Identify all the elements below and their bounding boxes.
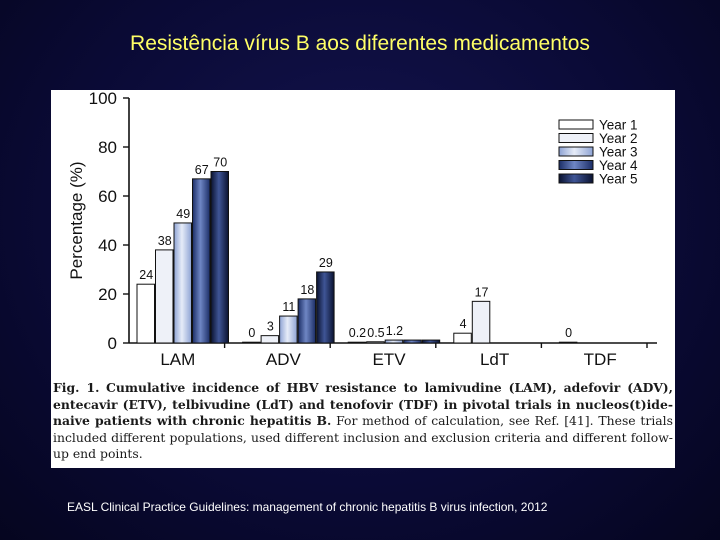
- bar-data-label: 0.5: [367, 326, 384, 340]
- x-tick-label: LAM: [160, 350, 195, 369]
- bar-data-label: 1.2: [386, 324, 403, 338]
- x-tick-label: ADV: [266, 350, 302, 369]
- bar-lam-1: [136, 283, 155, 344]
- legend-label: Year 3: [599, 145, 638, 160]
- bar-data-label: 11: [282, 300, 295, 314]
- legend-swatch: [558, 146, 594, 157]
- source-citation: EASL Clinical Practice Guidelines: manag…: [67, 500, 548, 514]
- bar-data-label: 24: [139, 268, 153, 282]
- y-tick-label: 0: [108, 334, 117, 353]
- figure-caption: Fig. 1. Cumulative incidence of HBV resi…: [53, 380, 673, 463]
- legend-swatch: [558, 160, 594, 170]
- bar-lam-4: [192, 178, 211, 344]
- bar-adv-1: [242, 341, 261, 344]
- legend-swatch: [558, 119, 594, 130]
- bar-data-label: 18: [300, 283, 314, 297]
- caption-text: For method of calculation, see Ref. [41]…: [53, 413, 673, 462]
- bar-etv-4: [403, 339, 422, 344]
- bar-data-label: 29: [319, 256, 333, 270]
- bar-ldt-2: [471, 300, 491, 344]
- bar-etv-1: [347, 341, 367, 344]
- legend-label: Year 4: [599, 158, 638, 173]
- bar-adv-2: [260, 335, 280, 344]
- bar-data-label: 67: [195, 163, 209, 177]
- x-tick-label: ETV: [372, 350, 406, 369]
- caption-bold-text: Cumulative incidence of HBV resistance t…: [53, 380, 673, 429]
- legend-label: Year 5: [599, 172, 638, 187]
- legend-swatch: [558, 173, 594, 184]
- legend-swatch: [558, 133, 594, 143]
- y-tick-label: 40: [98, 236, 117, 255]
- bar-data-label: 3: [267, 320, 274, 334]
- y-axis-label: Percentage (%): [67, 161, 86, 279]
- bar-data-label: 0: [565, 326, 572, 340]
- bar-data-label: 38: [158, 234, 172, 248]
- bar-adv-5: [316, 271, 335, 344]
- x-tick-label: LdT: [480, 350, 509, 369]
- bar-etv-2: [366, 341, 385, 344]
- y-tick-label: 80: [98, 138, 117, 157]
- bar-tdf-1: [558, 341, 578, 344]
- bar-lam-5: [210, 171, 229, 344]
- bar-data-label: 17: [475, 285, 489, 299]
- bar-adv-3: [279, 315, 298, 344]
- legend-label: Year 2: [599, 131, 638, 146]
- slide-title: Resistência vírus B aos diferentes medic…: [130, 32, 590, 55]
- bar-lam-2: [155, 249, 174, 344]
- y-tick-label: 60: [98, 187, 117, 206]
- bar-lam-3: [173, 222, 192, 344]
- bar-data-label: 49: [176, 207, 190, 221]
- legend-label: Year 1: [599, 118, 638, 133]
- bar-ldt-1: [453, 332, 472, 344]
- figure-panel: 0 20 40 60 80 100 Percentage (%) LAM ADV ETV LdT TD…: [51, 90, 675, 468]
- bar-adv-4: [297, 298, 317, 344]
- y-tick-label: 20: [98, 285, 117, 304]
- x-tick-label: TDF: [584, 350, 617, 369]
- bar-data-label: 4: [460, 317, 467, 331]
- bar-data-label: 70: [213, 156, 227, 170]
- bar-data-label: 0.2: [349, 326, 366, 340]
- bar-etv-3: [384, 339, 404, 344]
- y-tick-label: 100: [89, 90, 117, 108]
- bar-etv-5: [421, 339, 441, 344]
- caption-label: Fig. 1.: [53, 380, 100, 395]
- bar-data-label: 0: [248, 326, 255, 340]
